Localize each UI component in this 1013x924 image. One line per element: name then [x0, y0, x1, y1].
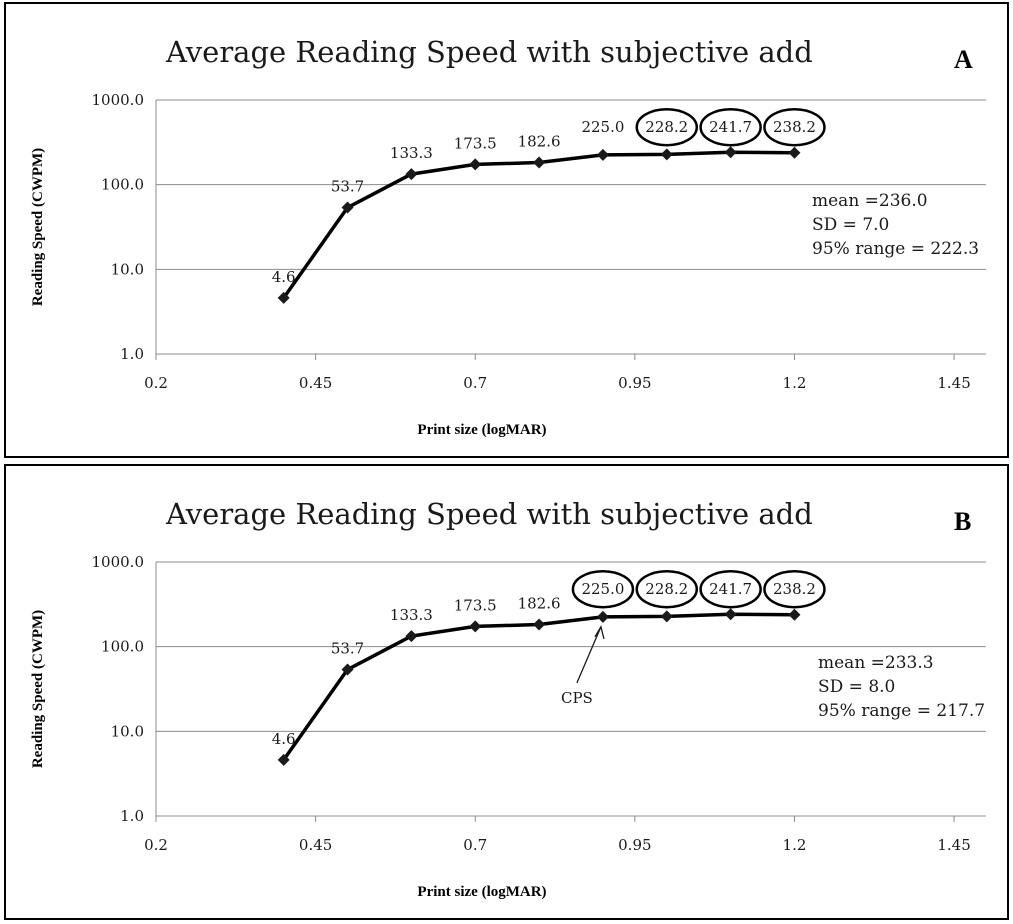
highlight-circle	[571, 569, 635, 609]
data-point-marker	[341, 201, 354, 214]
highlight-circle	[699, 569, 762, 609]
chart-title: Average Reading Speed with subjective ad…	[165, 35, 813, 69]
data-label: 225.0	[581, 118, 624, 136]
y-tick-label: 10.0	[111, 722, 144, 740]
chart-b-svg: Average Reading Speed with subjective ad…	[30, 497, 986, 900]
data-point-marker	[405, 630, 418, 643]
highlight-circle	[763, 107, 826, 147]
chart-panel-a: Average Reading Speed with subjective ad…	[4, 2, 1009, 458]
chart-a-svg: Average Reading Speed with subjective ad…	[30, 35, 986, 438]
data-point-marker	[469, 158, 482, 171]
y-tick-label: 1.0	[120, 807, 144, 825]
data-label: 228.2	[645, 580, 688, 598]
x-tick-label: 1.2	[783, 374, 807, 392]
series-line	[282, 150, 795, 299]
stat-text: SD = 7.0	[812, 215, 889, 235]
data-point-marker	[341, 663, 354, 676]
data-point-marker	[596, 148, 609, 161]
data-label: 241.7	[709, 118, 752, 136]
data-point-marker	[533, 156, 546, 169]
cps-arrowhead	[594, 625, 605, 640]
x-tick-label: 0.95	[618, 836, 651, 854]
x-tick-label: 0.7	[463, 374, 487, 392]
highlight-circle	[699, 107, 762, 147]
data-label: 173.5	[454, 134, 497, 152]
stat-text: mean =233.3	[818, 653, 934, 673]
data-point-marker	[660, 610, 673, 623]
data-point-marker	[469, 620, 482, 633]
data-label: 133.3	[390, 144, 433, 162]
chart-title: Average Reading Speed with subjective ad…	[165, 497, 813, 531]
data-label: 133.3	[390, 606, 433, 624]
x-axis-label: Print size (logMAR)	[417, 422, 546, 438]
stat-text: 95% range = 222.3	[812, 239, 979, 259]
x-tick-label: 0.95	[618, 374, 651, 392]
x-tick-label: 0.45	[299, 836, 332, 854]
panel-letter: A	[954, 45, 973, 74]
data-point-marker	[660, 148, 673, 161]
data-label: 182.6	[518, 595, 561, 613]
x-tick-label: 0.2	[144, 836, 168, 854]
panel-letter: B	[954, 507, 971, 536]
x-tick-label: 1.45	[937, 374, 970, 392]
y-axis-label: Reading Speed (CWPM)	[30, 148, 46, 306]
data-point-marker	[724, 608, 737, 621]
highlight-circle	[635, 107, 699, 147]
cps-annotation: CPS	[561, 689, 593, 707]
stat-text: 95% range = 217.7	[818, 701, 985, 721]
data-point-marker	[788, 146, 801, 159]
x-tick-label: 0.7	[463, 836, 487, 854]
data-label: 182.6	[518, 133, 561, 151]
data-label: 241.7	[709, 580, 752, 598]
data-label: 4.6	[272, 268, 296, 286]
highlight-circle	[763, 569, 826, 609]
data-point-marker	[788, 608, 801, 621]
y-tick-label: 1.0	[120, 345, 144, 363]
x-tick-label: 0.45	[299, 374, 332, 392]
chart-panel-b: Average Reading Speed with subjective ad…	[4, 464, 1009, 920]
data-label: 173.5	[454, 596, 497, 614]
x-tick-label: 0.2	[144, 374, 168, 392]
stat-text: mean =236.0	[812, 191, 928, 211]
data-point-marker	[533, 618, 546, 631]
y-tick-label: 10.0	[111, 260, 144, 278]
y-tick-label: 100.0	[101, 176, 144, 194]
stat-text: SD = 8.0	[818, 677, 895, 697]
data-point-marker	[277, 291, 290, 304]
highlight-circle	[635, 569, 699, 609]
data-point-marker	[724, 146, 737, 159]
x-tick-label: 1.45	[937, 836, 970, 854]
data-point-marker	[596, 610, 609, 623]
x-axis-label: Print size (logMAR)	[417, 884, 546, 900]
cps-arrow	[576, 626, 602, 684]
y-axis-label: Reading Speed (CWPM)	[30, 610, 46, 768]
data-point-marker	[405, 168, 418, 181]
data-label: 53.7	[331, 178, 364, 196]
data-label: 53.7	[331, 640, 364, 658]
data-label: 225.0	[581, 580, 624, 598]
data-point-marker	[277, 753, 290, 766]
data-label: 228.2	[645, 118, 688, 136]
data-label: 4.6	[272, 730, 296, 748]
data-label: 238.2	[773, 118, 816, 136]
data-label: 238.2	[773, 580, 816, 598]
y-tick-label: 100.0	[101, 638, 144, 656]
x-tick-label: 1.2	[783, 836, 807, 854]
y-tick-label: 1000.0	[92, 91, 145, 109]
series-line	[282, 612, 795, 761]
y-tick-label: 1000.0	[92, 553, 145, 571]
